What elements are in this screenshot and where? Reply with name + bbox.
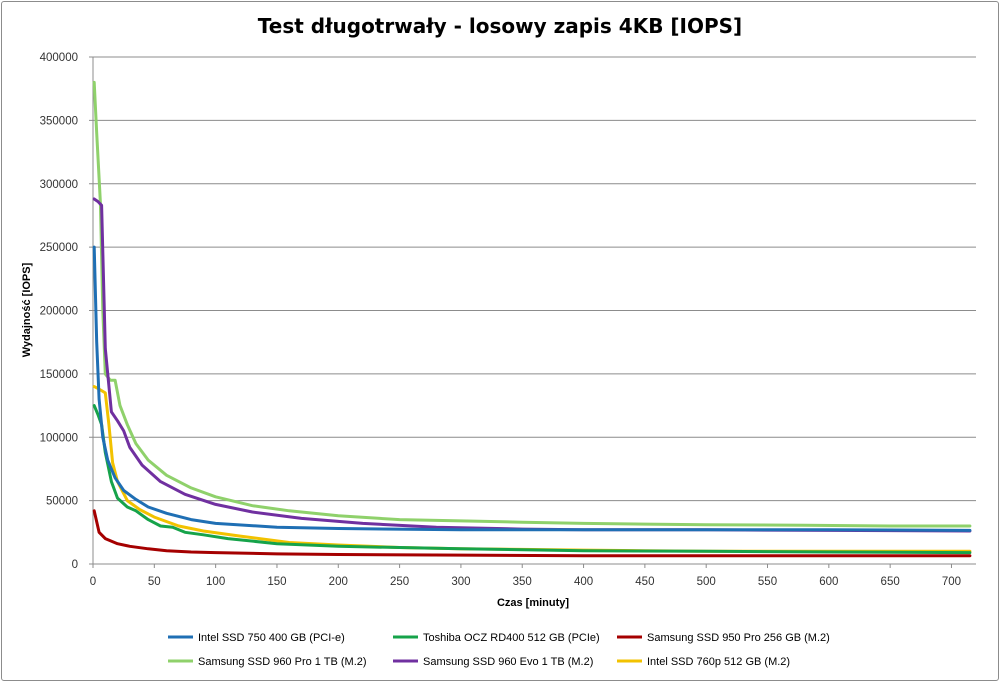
x-tick-label: 450 <box>635 576 654 588</box>
legend-label: Samsung SSD 960 Evo 1 TB (M.2) <box>423 656 593 668</box>
x-axis-title: Czas [minuty] <box>497 597 569 609</box>
y-tick-labels: 0 50000 100000 150000 200000 250000 300000 3500… <box>40 52 78 571</box>
legend-label: Toshiba OCZ RD400 512 GB (PCIe) <box>423 632 600 644</box>
gridlines <box>93 56 976 502</box>
x-tick-label: 400 <box>574 576 593 588</box>
series-line <box>92 509 972 558</box>
series-lines <box>92 80 972 558</box>
y-tick-label: 400000 <box>40 52 78 64</box>
x-tick-label: 250 <box>390 576 409 588</box>
legend-label: Samsung SSD 950 Pro 256 GB (M.2) <box>647 632 830 644</box>
x-tick-label: 600 <box>819 576 838 588</box>
y-tick-label: 300000 <box>40 179 78 191</box>
y-tick-label: 100000 <box>40 432 78 444</box>
series-line <box>92 245 972 532</box>
x-tick-label: 50 <box>148 576 161 588</box>
x-tick-label: 300 <box>451 576 470 588</box>
x-tick-label: 150 <box>267 576 286 588</box>
y-tick-label: 150000 <box>40 369 78 381</box>
y-tick-label: 250000 <box>40 242 78 254</box>
chart-title: Test długotrwały - losowy zapis 4KB [IOP… <box>257 14 743 38</box>
x-tick-labels: 0 50 100 150 200 250 300 350 400 450 500 550 600 650 7… <box>90 576 961 588</box>
y-tick-label: 0 <box>72 559 78 571</box>
legend: Intel SSD 750 400 GB (PCI-e) Toshiba OCZ … <box>168 632 830 668</box>
x-tick-label: 550 <box>758 576 777 588</box>
legend-label: Intel SSD 760p 512 GB (M.2) <box>647 656 790 668</box>
x-tick-label: 100 <box>206 576 225 588</box>
legend-label: Intel SSD 750 400 GB (PCI-e) <box>198 632 345 644</box>
series-line <box>92 197 972 533</box>
x-tick-label: 650 <box>881 576 900 588</box>
y-tick-label: 350000 <box>40 115 78 127</box>
x-tick-label: 350 <box>513 576 532 588</box>
x-tick-label: 700 <box>942 576 961 588</box>
series-line <box>92 80 972 528</box>
legend-label: Samsung SSD 960 Pro 1 TB (M.2) <box>198 656 367 668</box>
y-tick-label: 50000 <box>46 496 78 508</box>
y-tick-label: 200000 <box>40 306 78 318</box>
y-axis-title: Wydajność [IOPS] <box>21 262 33 357</box>
x-tick-label: 200 <box>329 576 348 588</box>
x-tick-label: 500 <box>697 576 716 588</box>
axes <box>89 56 976 568</box>
x-tick-label: 0 <box>90 576 96 588</box>
